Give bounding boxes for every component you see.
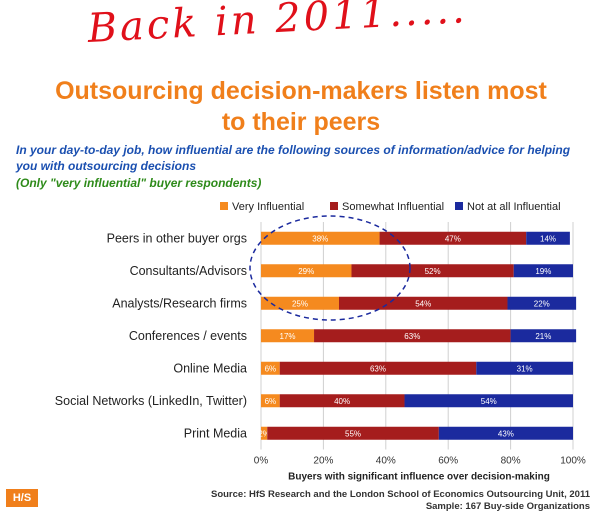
category-label: Print Media — [184, 426, 247, 440]
bar-segment — [261, 394, 280, 408]
title-line-2: to their peers — [221, 108, 381, 136]
data-label: 43% — [498, 429, 514, 438]
category-label: Analysts/Research firms — [112, 296, 247, 310]
x-tick-label: 20% — [313, 456, 333, 467]
legend-swatch — [455, 202, 463, 210]
bar-segment — [261, 231, 380, 245]
slide-title: Outsourcing decision-makers listen most … — [12, 76, 590, 138]
data-label: 40% — [334, 397, 350, 406]
data-label: 22% — [534, 299, 550, 308]
bar-segment — [339, 296, 508, 310]
highlight-ellipse — [249, 215, 411, 321]
bar-segment — [379, 231, 527, 245]
bar-segment — [438, 426, 573, 440]
data-label: 17% — [280, 332, 296, 341]
bar-segment — [279, 394, 405, 408]
title-line-1: Outsourcing decision-makers listen most — [55, 77, 547, 105]
category-label: Online Media — [173, 361, 247, 375]
bar-segment — [261, 264, 352, 278]
bar-segment — [513, 264, 573, 278]
bar-segment — [267, 426, 439, 440]
data-label: 38% — [312, 234, 328, 243]
data-label: 2% — [258, 429, 270, 438]
data-label: 63% — [404, 332, 420, 341]
bar-segment — [526, 231, 570, 245]
data-label: 63% — [370, 364, 386, 373]
source-note: Source: HfS Research and the London Scho… — [210, 489, 590, 500]
data-label: 31% — [517, 364, 533, 373]
bar-segment — [279, 361, 477, 375]
bar-segment — [261, 426, 268, 440]
bar-segment — [510, 329, 577, 343]
x-tick-label: 0% — [254, 456, 269, 467]
x-tick-label: 60% — [438, 456, 458, 467]
legend-label: Not at all Influential — [467, 201, 561, 213]
data-label: 25% — [292, 299, 308, 308]
data-label: 21% — [535, 332, 551, 341]
bar-segment — [507, 296, 577, 310]
bar-segment — [261, 361, 280, 375]
survey-question: In your day-to-day job, how influential … — [16, 143, 571, 173]
bar-segment — [261, 296, 339, 310]
category-label: Conferences / events — [129, 329, 247, 343]
x-axis-title: Buyers with significant influence over d… — [288, 472, 550, 483]
legend-swatch — [330, 202, 338, 210]
survey-subquestion: (Only "very influential" buyer responden… — [16, 176, 262, 190]
data-label: 55% — [345, 429, 361, 438]
bar-segment — [404, 394, 573, 408]
data-label: 54% — [481, 397, 497, 406]
sample-note: Sample: 167 Buy-side Organizations — [425, 501, 590, 512]
data-label: 54% — [415, 299, 431, 308]
x-tick-label: 80% — [501, 456, 521, 467]
data-label: 6% — [265, 397, 277, 406]
legend-swatch — [220, 202, 228, 210]
category-label: Peers in other buyer orgs — [107, 231, 247, 245]
category-label: Social Networks (LinkedIn, Twitter) — [55, 394, 247, 408]
hfs-logo: H/S — [6, 489, 38, 507]
bar-segment — [261, 329, 315, 343]
legend-label: Very Influential — [232, 201, 304, 213]
legend-label: Somewhat Influential — [342, 201, 444, 213]
bar-segment — [351, 264, 514, 278]
data-label: 29% — [298, 267, 314, 276]
x-tick-label: 40% — [376, 456, 396, 467]
x-tick-label: 100% — [560, 456, 586, 467]
category-label: Consultants/Advisors — [130, 264, 247, 278]
bar-segment — [314, 329, 511, 343]
data-label: 52% — [425, 267, 441, 276]
data-label: 19% — [535, 267, 551, 276]
data-label: 47% — [445, 234, 461, 243]
data-label: 6% — [265, 364, 277, 373]
data-label: 14% — [540, 234, 556, 243]
bar-segment — [476, 361, 573, 375]
